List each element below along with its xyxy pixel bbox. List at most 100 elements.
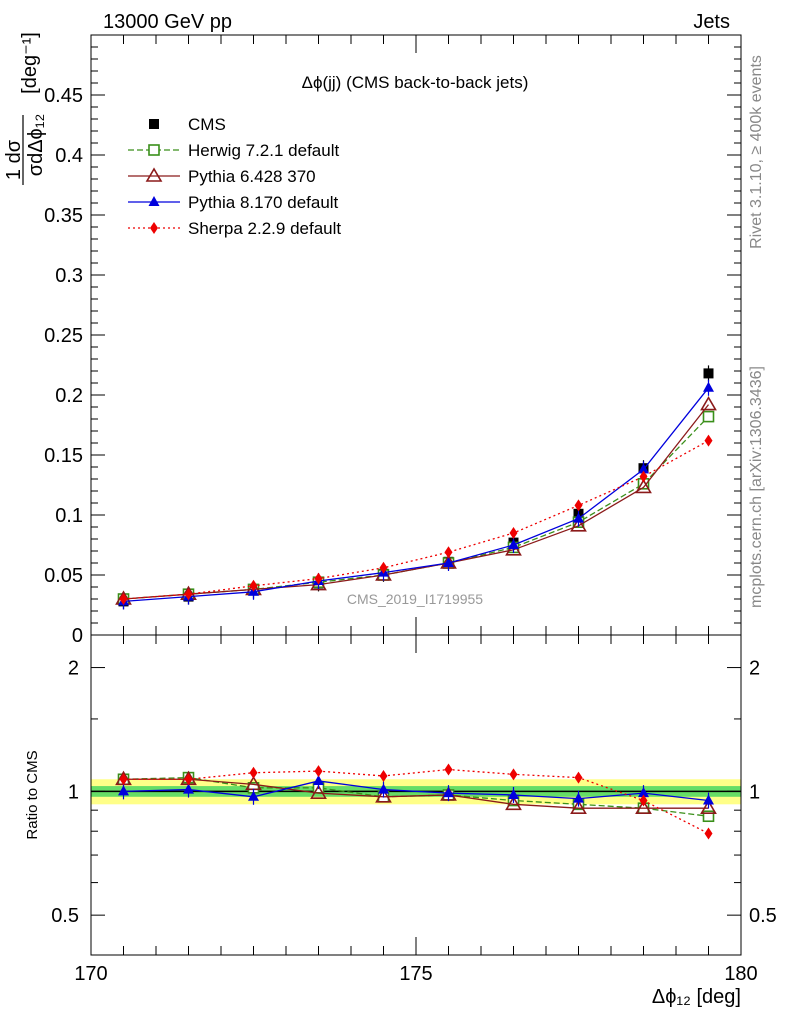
- ratio-point-pythia8: [118, 785, 129, 796]
- ratio-y-label: Ratio to CMS: [24, 750, 41, 839]
- ratio-point-pythia6: [310, 784, 327, 799]
- main-y-tick-label: 0.2: [55, 385, 83, 407]
- main-line-herwig: [123, 416, 709, 600]
- main-title: Δϕ(jj) (CMS back-to-back jets): [302, 73, 529, 92]
- header-right: Jets: [693, 11, 730, 33]
- main-y-tick-label: 0.35: [44, 205, 83, 227]
- main-panel: 0 0.05 0.1 0.15 0.2 0.25 0.3 0.35 0.4 0.45 Δϕ(jj)…: [3, 32, 742, 647]
- main-y-label: 1 dσ σdΔϕ₁₂ [deg⁻¹]: [3, 32, 47, 185]
- ratio-line-pythia8: [123, 780, 709, 802]
- ratio-line-pythia6: [123, 778, 709, 809]
- header-left: 13000 GeV pp: [103, 11, 232, 33]
- ratio-y-tick-label-right: 1: [749, 781, 760, 803]
- ratio-point-pythia8: [638, 787, 649, 798]
- main-point-pythia8: [573, 512, 584, 523]
- ratio-panel: 0.5 0.5 1 1 2 2 170 175 180 Ratio to CMS Δϕ₁₂ […: [24, 634, 777, 1008]
- ratio-y-tick-label-right: 0.5: [749, 905, 777, 927]
- ratio-x-tick-label: 180: [724, 963, 757, 985]
- ratio-line-sherpa: [123, 768, 709, 835]
- ratio-point-pythia8: [183, 783, 194, 794]
- ratio-x-label: Δϕ₁₂ [deg]: [652, 986, 741, 1008]
- ratio-point-sherpa: [119, 773, 128, 786]
- legend-label-pythia6: Pythia 6.428 370: [188, 167, 316, 186]
- ratio-series: [115, 763, 717, 840]
- main-y-label-line-2: σdΔϕ₁₂: [25, 114, 47, 177]
- main-series: [115, 365, 717, 610]
- main-x-ticks: [90, 35, 742, 635]
- ratio-point-pythia8: [443, 787, 454, 798]
- main-point-sherpa: [249, 579, 258, 592]
- main-point-pythia8: [443, 557, 454, 567]
- main-point-sherpa: [379, 561, 388, 574]
- ratio-point-pythia8: [573, 792, 584, 803]
- main-line-pythia8: [123, 387, 710, 603]
- main-point-pythia6: [635, 478, 652, 494]
- ratio-point-sherpa: [249, 766, 258, 779]
- side-label-bottom: mcplots.cern.ch [arXiv:1306.3436]: [748, 366, 765, 608]
- main-y-tick-label: 0.45: [44, 85, 83, 107]
- main-point-pythia8: [703, 381, 714, 392]
- main-y-tick-label: 0.05: [44, 565, 83, 587]
- ratio-x-tick-label: 175: [399, 963, 432, 985]
- main-point-cms: [703, 368, 714, 379]
- ratio-point-pythia6: [570, 799, 587, 814]
- main-y-tick-label: 0.3: [55, 265, 83, 287]
- ratio-point-pythia6: [700, 799, 717, 814]
- ratio-point-sherpa: [574, 771, 583, 784]
- ratio-y-tick-label: 2: [68, 658, 79, 680]
- main-y-ticks: 0 0.05 0.1 0.15 0.2 0.25 0.3 0.35 0.4 0.45: [44, 34, 741, 647]
- legend-label-sherpa: Sherpa 2.2.9 default: [188, 219, 341, 238]
- ratio-point-sherpa: [379, 769, 388, 782]
- ratio-point-sherpa: [704, 827, 713, 840]
- main-y-tick-label: 0: [72, 625, 83, 647]
- ratio-point-sherpa: [509, 768, 518, 781]
- ratio-point-sherpa: [314, 765, 323, 778]
- ratio-point-pythia8: [248, 790, 259, 801]
- ratio-y-ticks: 0.5 0.5 1 1 2 2: [51, 658, 777, 928]
- ratio-point-pythia6: [375, 788, 392, 803]
- ratio-point-sherpa: [639, 794, 648, 807]
- main-point-pythia6: [700, 396, 717, 411]
- ratio-point-pythia6: [635, 799, 652, 814]
- ratio-point-pythia8: [703, 794, 714, 805]
- main-point-sherpa: [639, 470, 648, 483]
- main-y-tick-label: 0.4: [55, 145, 83, 167]
- legend-marker-pythia8: [148, 196, 160, 206]
- legend-marker-cms: [149, 119, 159, 129]
- main-y-label-line-3: [deg⁻¹]: [19, 32, 41, 94]
- ratio-x-ticks: 170 175 180: [74, 635, 758, 985]
- legend-label-cms: CMS: [188, 115, 226, 134]
- ratio-point-herwig: [702, 810, 715, 823]
- main-line-pythia6: [123, 404, 710, 600]
- ratio-y-tick-label: 1: [68, 781, 79, 803]
- main-point-sherpa: [444, 546, 453, 559]
- legend-label-pythia8: Pythia 8.170 default: [188, 193, 339, 212]
- main-line-sherpa: [123, 440, 709, 600]
- main-point-pythia6: [570, 517, 587, 532]
- main-y-tick-label: 0.25: [44, 325, 83, 347]
- legend-marker-sherpa: [150, 222, 158, 234]
- ratio-point-sherpa: [184, 773, 193, 786]
- main-point-pythia8: [508, 539, 519, 549]
- ratio-point-pythia6: [505, 795, 522, 811]
- legend: CMS Herwig 7.2.1 default Pythia 6.428 370 P…: [128, 115, 341, 238]
- watermark: CMS_2019_I1719955: [347, 591, 483, 607]
- main-y-tick-label: 0.1: [55, 505, 83, 527]
- main-y-tick-label: 0.15: [44, 445, 83, 467]
- ratio-point-pythia8: [508, 788, 519, 799]
- main-point-sherpa: [509, 527, 518, 539]
- main-point-sherpa: [704, 434, 713, 447]
- main-point-sherpa: [574, 499, 583, 512]
- main-point-sherpa: [184, 588, 193, 601]
- main-y-label-line-1: 1 dσ: [3, 139, 25, 180]
- main-point-sherpa: [314, 572, 323, 585]
- legend-marker-pythia6: [145, 167, 163, 182]
- main-point-pythia8: [638, 463, 649, 474]
- ratio-x-tick-label: 170: [74, 963, 107, 985]
- ratio-point-pythia8: [313, 774, 324, 785]
- ratio-point-sherpa: [444, 763, 453, 776]
- ratio-y-tick-label: 0.5: [51, 905, 79, 927]
- legend-label-herwig: Herwig 7.2.1 default: [188, 141, 339, 160]
- main-point-herwig: [702, 410, 715, 423]
